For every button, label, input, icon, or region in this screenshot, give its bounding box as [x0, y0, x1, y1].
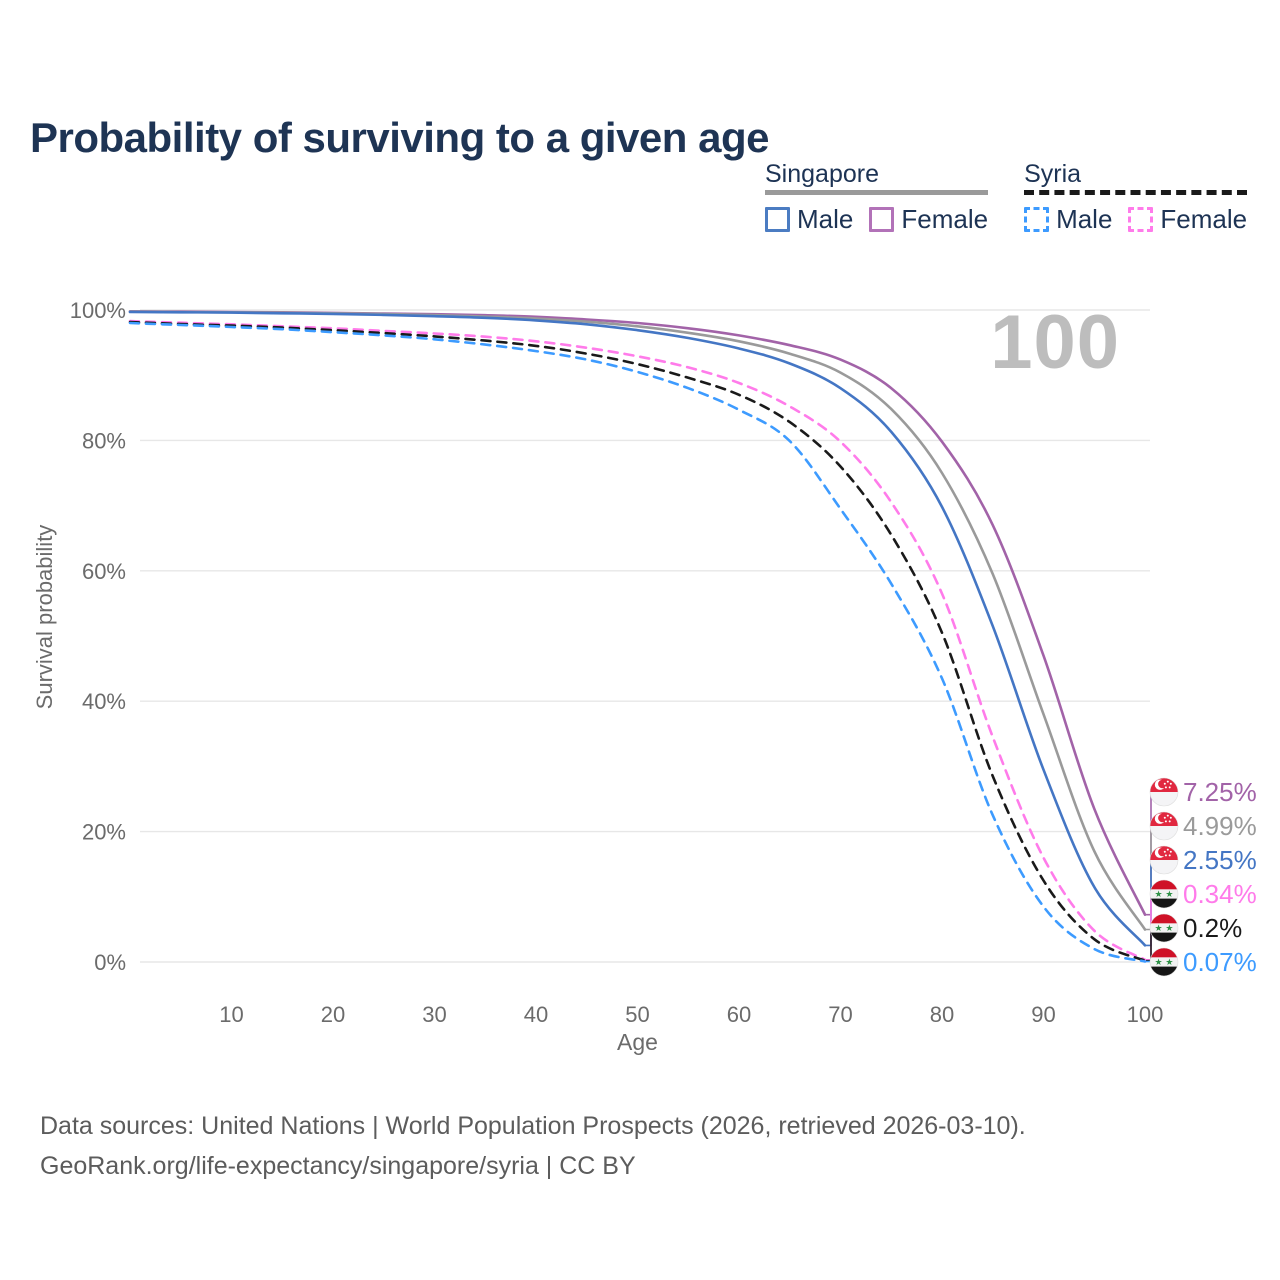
legend-group-singapore: Singapore Male Female: [765, 160, 989, 235]
x-tick-label: 80: [930, 1002, 954, 1027]
syria-all-line-key: [1024, 190, 1248, 195]
singapore-flag-icon: [1149, 845, 1179, 875]
legend-label: Female: [901, 204, 989, 234]
footer: Data sources: United Nations | World Pop…: [40, 1106, 1026, 1186]
legend-item-syria-male[interactable]: Male: [1024, 204, 1112, 235]
singapore-flag-icon: [1149, 777, 1179, 807]
curve-singapore-female[interactable]: [128, 310, 1147, 916]
curve-singapore-male[interactable]: [128, 310, 1147, 947]
x-axis-title: Age: [617, 1029, 658, 1055]
legend-label: Male: [1056, 204, 1113, 234]
syria-flag-icon: ★ ★: [1149, 913, 1179, 943]
y-tick-label: 60%: [82, 559, 126, 584]
age-watermark: 100: [990, 300, 1120, 385]
footer-link: GeoRank.org/life-expectancy/singapore/sy…: [40, 1152, 636, 1180]
curve-syria-female[interactable]: [128, 319, 1147, 962]
svg-text:★ ★: ★ ★: [1155, 890, 1174, 900]
end-value-label-syria-male: 0.07%: [1183, 947, 1257, 977]
singapore-female-checkbox[interactable]: [869, 207, 895, 232]
y-tick-label: 100%: [70, 298, 126, 323]
curve-singapore-all[interactable]: [128, 310, 1147, 931]
footer-sources: Data sources: United Nations | World Pop…: [40, 1112, 1026, 1140]
svg-text:★ ★: ★ ★: [1155, 958, 1174, 968]
syria-female-checkbox[interactable]: [1128, 207, 1154, 232]
legend-label: Male: [797, 204, 854, 234]
x-tick-label: 60: [727, 1002, 751, 1027]
y-tick-label: 0%: [94, 950, 126, 975]
syria-flag-icon: ★ ★: [1149, 879, 1179, 909]
y-tick-label: 20%: [82, 820, 126, 845]
end-value-label-singapore-all: 4.99%: [1183, 811, 1257, 841]
legend: Singapore Male Female Syria Male Female: [765, 160, 1248, 235]
y-tick-label: 80%: [82, 428, 126, 453]
end-value-label-syria-female: 0.34%: [1183, 879, 1257, 909]
legend-item-singapore-female[interactable]: Female: [869, 204, 988, 235]
syria-male-checkbox[interactable]: [1024, 207, 1050, 232]
legend-item-syria-female[interactable]: Female: [1128, 204, 1247, 235]
x-tick-label: 100: [1127, 1002, 1164, 1027]
legend-item-singapore-male[interactable]: Male: [765, 204, 853, 235]
curve-syria-male[interactable]: [128, 321, 1147, 963]
end-value-label-singapore-female: 7.25%: [1183, 777, 1257, 807]
end-value-label-syria-all: 0.2%: [1183, 913, 1242, 943]
singapore-male-checkbox[interactable]: [765, 207, 790, 232]
x-tick-label: 70: [828, 1002, 852, 1027]
legend-group-syria: Syria Male Female: [1024, 160, 1248, 235]
legend-label: Female: [1160, 204, 1248, 234]
x-tick-label: 40: [524, 1002, 548, 1027]
page-title: Probability of surviving to a given age: [30, 114, 769, 162]
x-tick-label: 50: [625, 1002, 649, 1027]
svg-text:★ ★: ★ ★: [1155, 924, 1174, 934]
x-tick-label: 90: [1031, 1002, 1055, 1027]
syria-flag-icon: ★ ★: [1149, 947, 1179, 977]
singapore-all-line-key: [765, 190, 989, 195]
x-tick-label: 10: [219, 1002, 243, 1027]
end-value-label-singapore-male: 2.55%: [1183, 845, 1257, 875]
x-tick-label: 20: [321, 1002, 345, 1027]
legend-group-title-singapore: Singapore: [765, 160, 879, 188]
singapore-flag-icon: [1149, 811, 1179, 841]
curve-syria-all[interactable]: [128, 320, 1147, 962]
y-tick-label: 40%: [82, 689, 126, 714]
x-tick-label: 30: [422, 1002, 446, 1027]
legend-group-title-syria: Syria: [1024, 160, 1082, 188]
